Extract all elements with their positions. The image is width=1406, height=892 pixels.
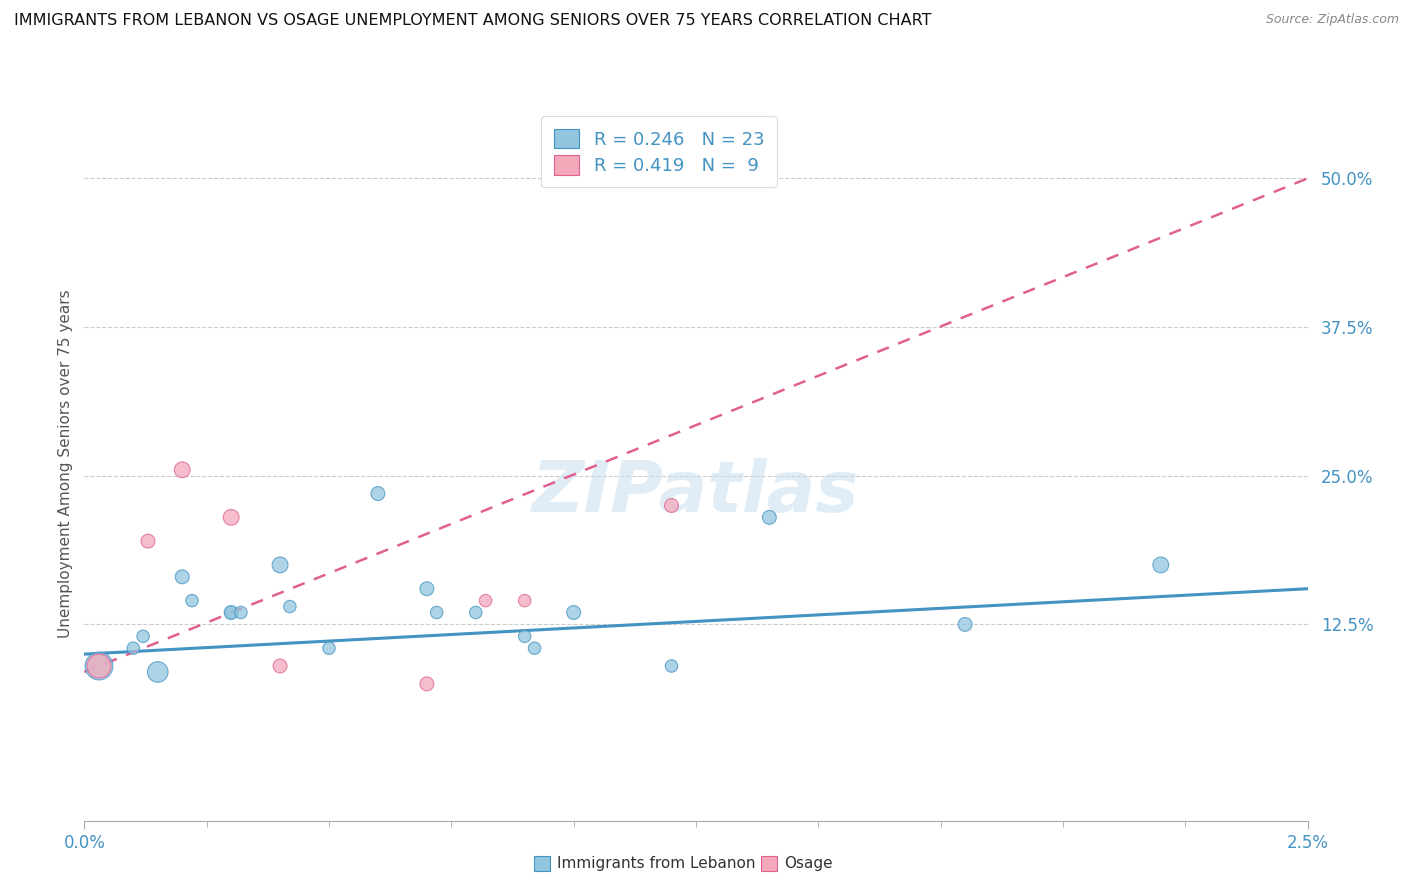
- Point: [136, 534, 159, 549]
- Point: [269, 659, 291, 673]
- Point: [219, 510, 242, 524]
- Point: [562, 606, 585, 620]
- Legend: R = 0.246   N = 23, R = 0.419   N =  9: R = 0.246 N = 23, R = 0.419 N = 9: [541, 116, 778, 187]
- Point: [416, 582, 439, 596]
- Point: [513, 629, 536, 643]
- Point: [172, 570, 194, 584]
- Point: [513, 593, 536, 607]
- Point: [318, 641, 340, 656]
- Point: [172, 463, 194, 477]
- Point: [122, 641, 145, 656]
- Text: IMMIGRANTS FROM LEBANON VS OSAGE UNEMPLOYMENT AMONG SENIORS OVER 75 YEARS CORREL: IMMIGRANTS FROM LEBANON VS OSAGE UNEMPLO…: [14, 13, 932, 29]
- Point: [426, 606, 449, 620]
- Point: [87, 659, 110, 673]
- Point: [416, 677, 439, 691]
- Point: [181, 593, 204, 607]
- Text: Osage: Osage: [783, 856, 832, 871]
- Point: [523, 641, 546, 656]
- Point: [219, 606, 242, 620]
- Point: [229, 606, 252, 620]
- Point: [953, 617, 976, 632]
- Text: Source: ZipAtlas.com: Source: ZipAtlas.com: [1265, 13, 1399, 27]
- Point: [132, 629, 155, 643]
- Point: [87, 659, 110, 673]
- Point: [1150, 558, 1173, 572]
- Point: [661, 499, 683, 513]
- Point: [474, 593, 496, 607]
- Point: [758, 510, 780, 524]
- Point: [146, 665, 169, 679]
- Text: Immigrants from Lebanon: Immigrants from Lebanon: [557, 856, 755, 871]
- Text: ZIPatlas: ZIPatlas: [533, 458, 859, 527]
- Point: [661, 659, 683, 673]
- Point: [464, 606, 486, 620]
- Y-axis label: Unemployment Among Seniors over 75 years: Unemployment Among Seniors over 75 years: [58, 290, 73, 638]
- Point: [219, 606, 242, 620]
- Point: [269, 558, 291, 572]
- Point: [278, 599, 301, 614]
- Point: [367, 486, 389, 500]
